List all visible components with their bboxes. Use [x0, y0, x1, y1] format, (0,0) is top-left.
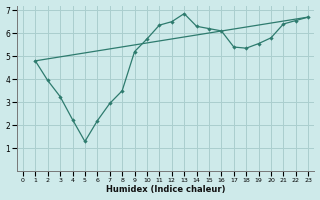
X-axis label: Humidex (Indice chaleur): Humidex (Indice chaleur) — [106, 185, 225, 194]
